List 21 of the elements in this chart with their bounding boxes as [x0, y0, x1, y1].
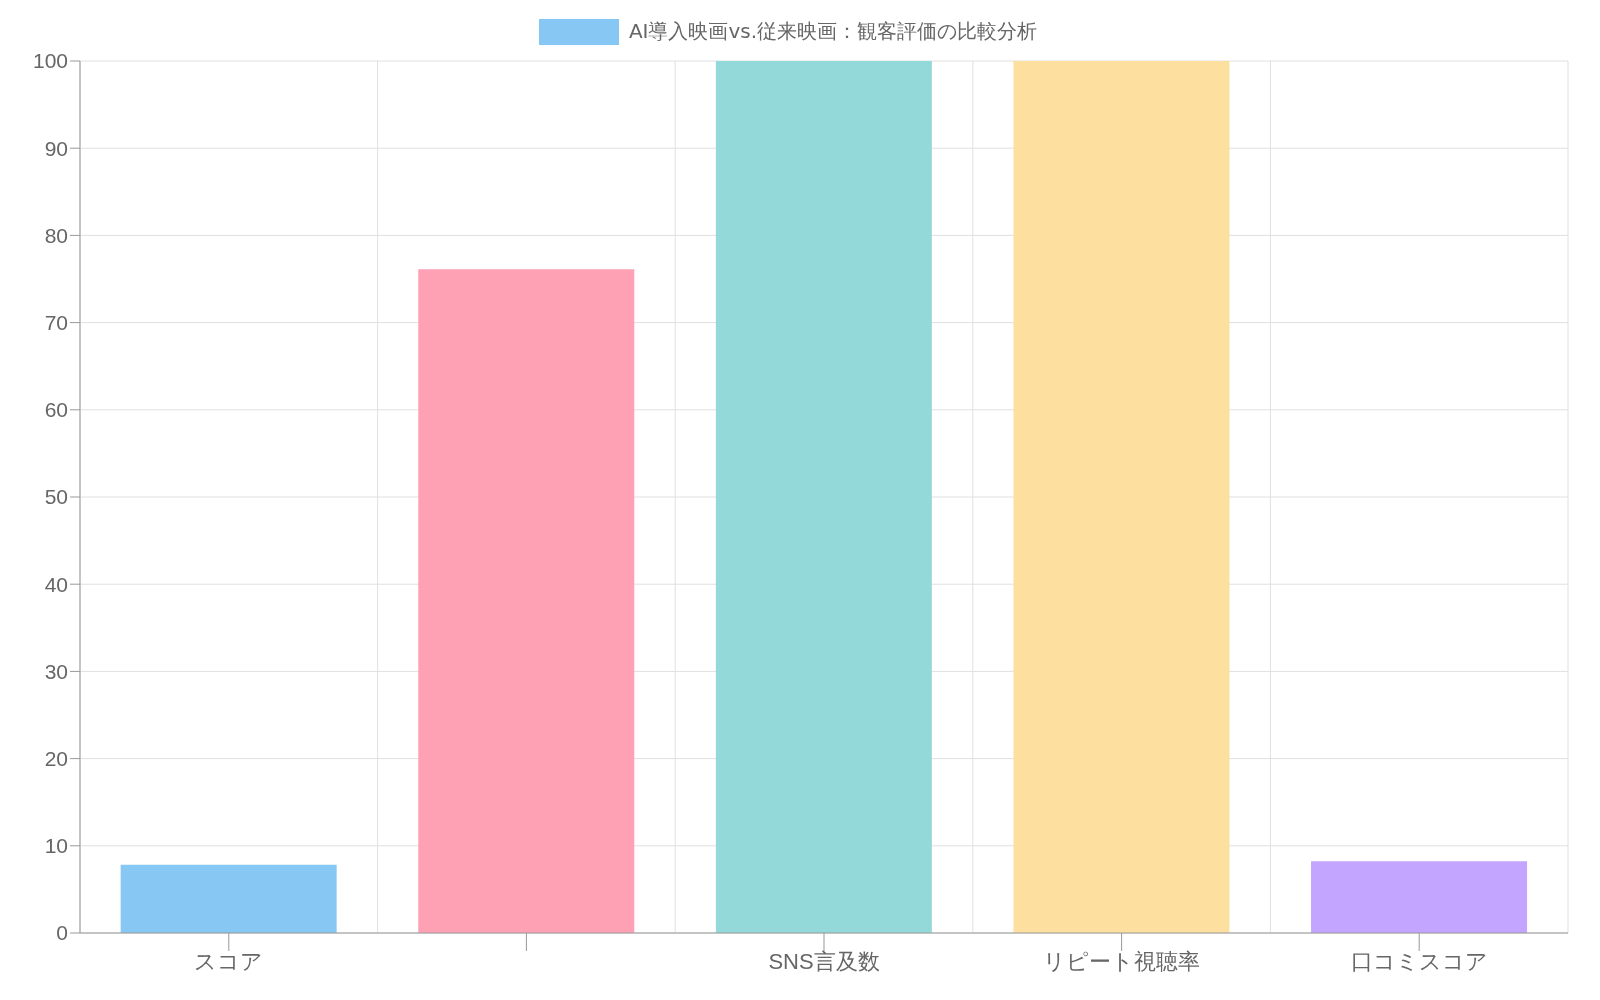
y-tick-label: 70 — [44, 311, 68, 335]
y-tick-label: 90 — [44, 136, 68, 160]
y-tick-label: 30 — [44, 659, 68, 683]
y-tick-label: 60 — [44, 398, 68, 422]
x-tick-label: リピート視聴率 — [1043, 948, 1201, 974]
x-tick-label: 口コミスコア — [1350, 948, 1488, 974]
y-tick-label: 40 — [44, 572, 68, 596]
legend-label: AI導入映画vs.従来映画：観客評価の比較分析 — [628, 18, 1038, 45]
y-tick-label: 50 — [44, 485, 68, 509]
bar — [418, 269, 635, 933]
x-tick-label: SNS言及数 — [768, 948, 880, 974]
y-tick-label: 100 — [32, 49, 68, 73]
y-tick-label: 80 — [44, 223, 68, 247]
bar — [715, 61, 932, 933]
y-tick-label: 0 — [56, 921, 68, 945]
y-tick-label: 10 — [44, 834, 68, 858]
y-tick-label: 20 — [44, 747, 68, 771]
x-tick-label: スコア — [194, 948, 264, 974]
bar — [120, 864, 337, 933]
bar — [1013, 61, 1230, 933]
bar — [1311, 861, 1528, 933]
